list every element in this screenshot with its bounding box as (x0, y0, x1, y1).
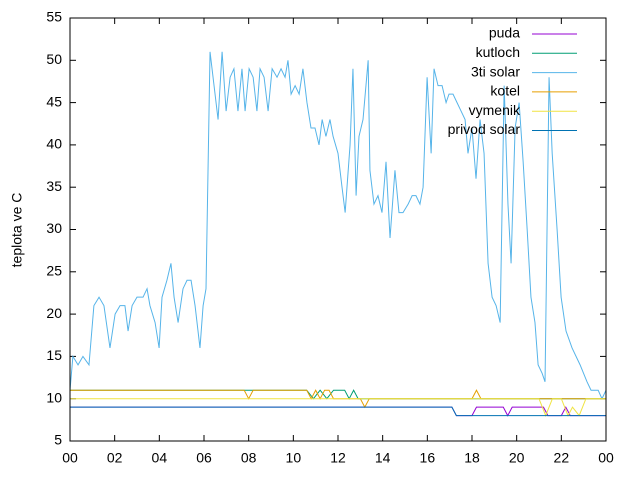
x-tick-label: 10 (286, 450, 302, 466)
y-tick-label: 25 (46, 263, 62, 279)
x-tick-label: 18 (464, 450, 480, 466)
x-tick-label: 00 (598, 450, 614, 466)
x-tick-label: 20 (509, 450, 525, 466)
x-tick-label: 14 (375, 450, 391, 466)
y-tick-label: 30 (46, 220, 62, 236)
x-tick-label: 04 (152, 450, 168, 466)
legend-label: puda (489, 25, 520, 41)
y-tick-label: 50 (46, 51, 62, 67)
series-line (69, 51, 607, 400)
series-line (70, 389, 606, 400)
series-line (70, 406, 606, 417)
y-tick-label: 5 (54, 432, 62, 448)
series-line (70, 398, 606, 417)
y-tick-label: 45 (46, 93, 62, 109)
legend-label: 3ti solar (471, 63, 520, 79)
y-tick-label: 10 (46, 389, 62, 405)
y-tick-label: 40 (46, 136, 62, 152)
x-tick-label: 02 (107, 450, 123, 466)
legend-label: vymenik (469, 102, 521, 118)
series-line (70, 406, 606, 417)
x-tick-label: 00 (62, 450, 78, 466)
y-tick-label: 55 (46, 9, 62, 25)
x-tick-label: 22 (554, 450, 570, 466)
y-tick-label: 35 (46, 178, 62, 194)
x-tick-label: 16 (420, 450, 436, 466)
legend-label: privod solar (448, 121, 521, 137)
y-axis-label: teplota ve C (9, 193, 25, 268)
plot-border (69, 17, 607, 442)
x-tick-label: 12 (330, 450, 346, 466)
x-tick-label: 06 (196, 450, 212, 466)
legend-label: kotel (490, 83, 520, 99)
y-tick-label: 15 (46, 347, 62, 363)
x-tick-label: 08 (241, 450, 257, 466)
legend-label: kutloch (476, 44, 520, 60)
y-tick-label: 20 (46, 305, 62, 321)
